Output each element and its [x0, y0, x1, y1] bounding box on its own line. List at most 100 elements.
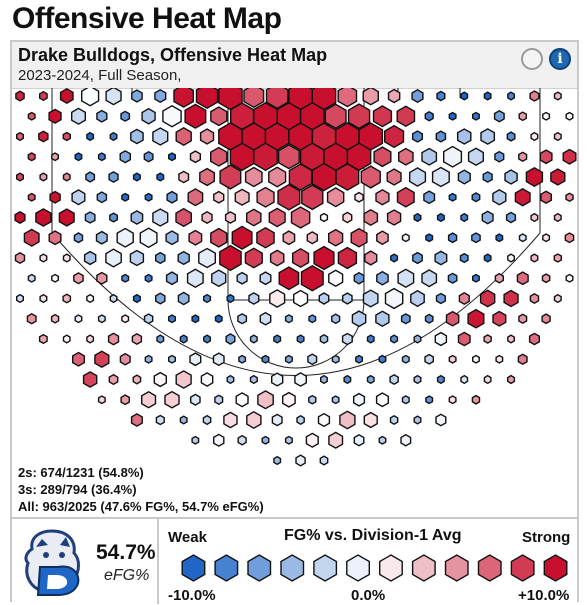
hex-cell: [152, 208, 169, 227]
legend-swatch: [411, 554, 436, 582]
hex-cell: [341, 332, 353, 346]
hex-cell: [186, 268, 204, 289]
hex-cell: [49, 190, 61, 204]
hex-cell: [121, 192, 130, 202]
hex-cell: [495, 233, 504, 243]
hex-cell: [447, 272, 458, 284]
hex-cell: [290, 206, 311, 229]
hex-cell: [550, 168, 566, 186]
hex-cell: [337, 246, 358, 270]
hex-cell: [143, 313, 154, 325]
hex-cell: [386, 168, 402, 186]
hex-cell: [411, 88, 424, 104]
hex-cell: [202, 414, 212, 426]
hex-cell: [436, 374, 445, 385]
hex-cell: [173, 88, 195, 108]
hex-cell: [245, 208, 262, 227]
hex-cell: [62, 131, 71, 142]
hex-cell: [435, 130, 447, 143]
hex-cell: [73, 232, 84, 244]
hex-cell: [213, 190, 225, 204]
hex-cell: [516, 271, 529, 286]
hex-cell: [457, 331, 471, 347]
hex-cell: [504, 169, 518, 185]
hex-cell: [167, 354, 177, 364]
hex-cell: [237, 434, 247, 446]
hex-cell: [328, 431, 344, 449]
hex-cell: [542, 233, 551, 243]
hex-cell: [273, 455, 282, 466]
hex-cell: [540, 190, 552, 205]
hex-cell: [494, 150, 505, 163]
hex-cell: [62, 293, 72, 304]
hex-cell: [226, 293, 235, 304]
hex-cell: [15, 172, 25, 182]
hex-cell: [259, 271, 272, 286]
hex-cell: [62, 334, 71, 344]
shooting-stats: 2s: 674/1231 (54.8%) 3s: 289/794 (36.4%)…: [18, 464, 264, 515]
hex-cell: [153, 371, 168, 388]
hex-cell: [121, 314, 130, 324]
hex-cell: [331, 354, 340, 364]
hex-cell: [96, 109, 108, 123]
hex-cell: [249, 334, 258, 344]
hex-cell: [277, 144, 300, 170]
hex-cell: [424, 353, 434, 365]
legend-swatch: [313, 554, 338, 582]
hex-cell: [167, 314, 177, 324]
hex-cell: [189, 393, 201, 406]
hex-cell: [397, 268, 415, 289]
hex-cell: [319, 333, 329, 345]
legend-swatch: [477, 554, 502, 582]
hex-cell: [211, 269, 227, 288]
hex-cell: [284, 435, 293, 445]
info-icon[interactable]: i: [549, 48, 571, 70]
hex-cell: [363, 208, 379, 227]
hex-cell: [226, 374, 235, 385]
hex-cell: [120, 394, 131, 406]
hex-cell: [246, 410, 262, 430]
hex-cell: [139, 227, 158, 249]
hex-cell: [39, 293, 48, 304]
hex-cell: [386, 209, 402, 226]
hex-cell: [328, 228, 344, 247]
hex-cell: [457, 169, 471, 185]
hex-cell: [424, 110, 434, 122]
hex-cell: [144, 273, 153, 283]
hex-cell: [424, 313, 434, 324]
hex-cell: [518, 233, 527, 243]
hex-cell: [229, 142, 255, 172]
hex-cell: [58, 208, 75, 227]
hex-cell: [72, 351, 86, 367]
hex-cell: [131, 89, 143, 103]
hex-cell: [409, 167, 427, 187]
hex-cell: [219, 164, 242, 190]
court-heatmap: [14, 88, 577, 467]
hex-cell: [244, 247, 263, 269]
legend-swatch: [543, 554, 568, 582]
hex-cell: [435, 292, 446, 305]
hex-cell: [389, 414, 399, 426]
hex-cell: [413, 212, 422, 223]
hex-cell: [269, 289, 286, 308]
hex-cell: [366, 334, 375, 344]
tick-mid: 0.0%: [351, 587, 386, 604]
hex-cell: [189, 150, 202, 164]
hex-cell: [261, 435, 270, 445]
hex-cell: [300, 264, 324, 292]
hex-cell: [162, 104, 182, 128]
hex-cell: [132, 293, 141, 304]
hex-cell: [319, 455, 329, 466]
hex-cell: [86, 293, 95, 304]
hex-cell: [331, 395, 340, 405]
hex-cell: [436, 212, 445, 223]
hex-cell: [278, 266, 300, 291]
hex-cell: [505, 211, 517, 224]
hex-cell: [553, 253, 562, 263]
hex-cell: [50, 313, 60, 324]
hex-cell: [86, 334, 95, 344]
hex-cell: [483, 253, 492, 263]
hex-cell: [400, 433, 412, 447]
hex-cell: [353, 392, 366, 407]
toggle-circle-button[interactable]: [521, 48, 543, 70]
